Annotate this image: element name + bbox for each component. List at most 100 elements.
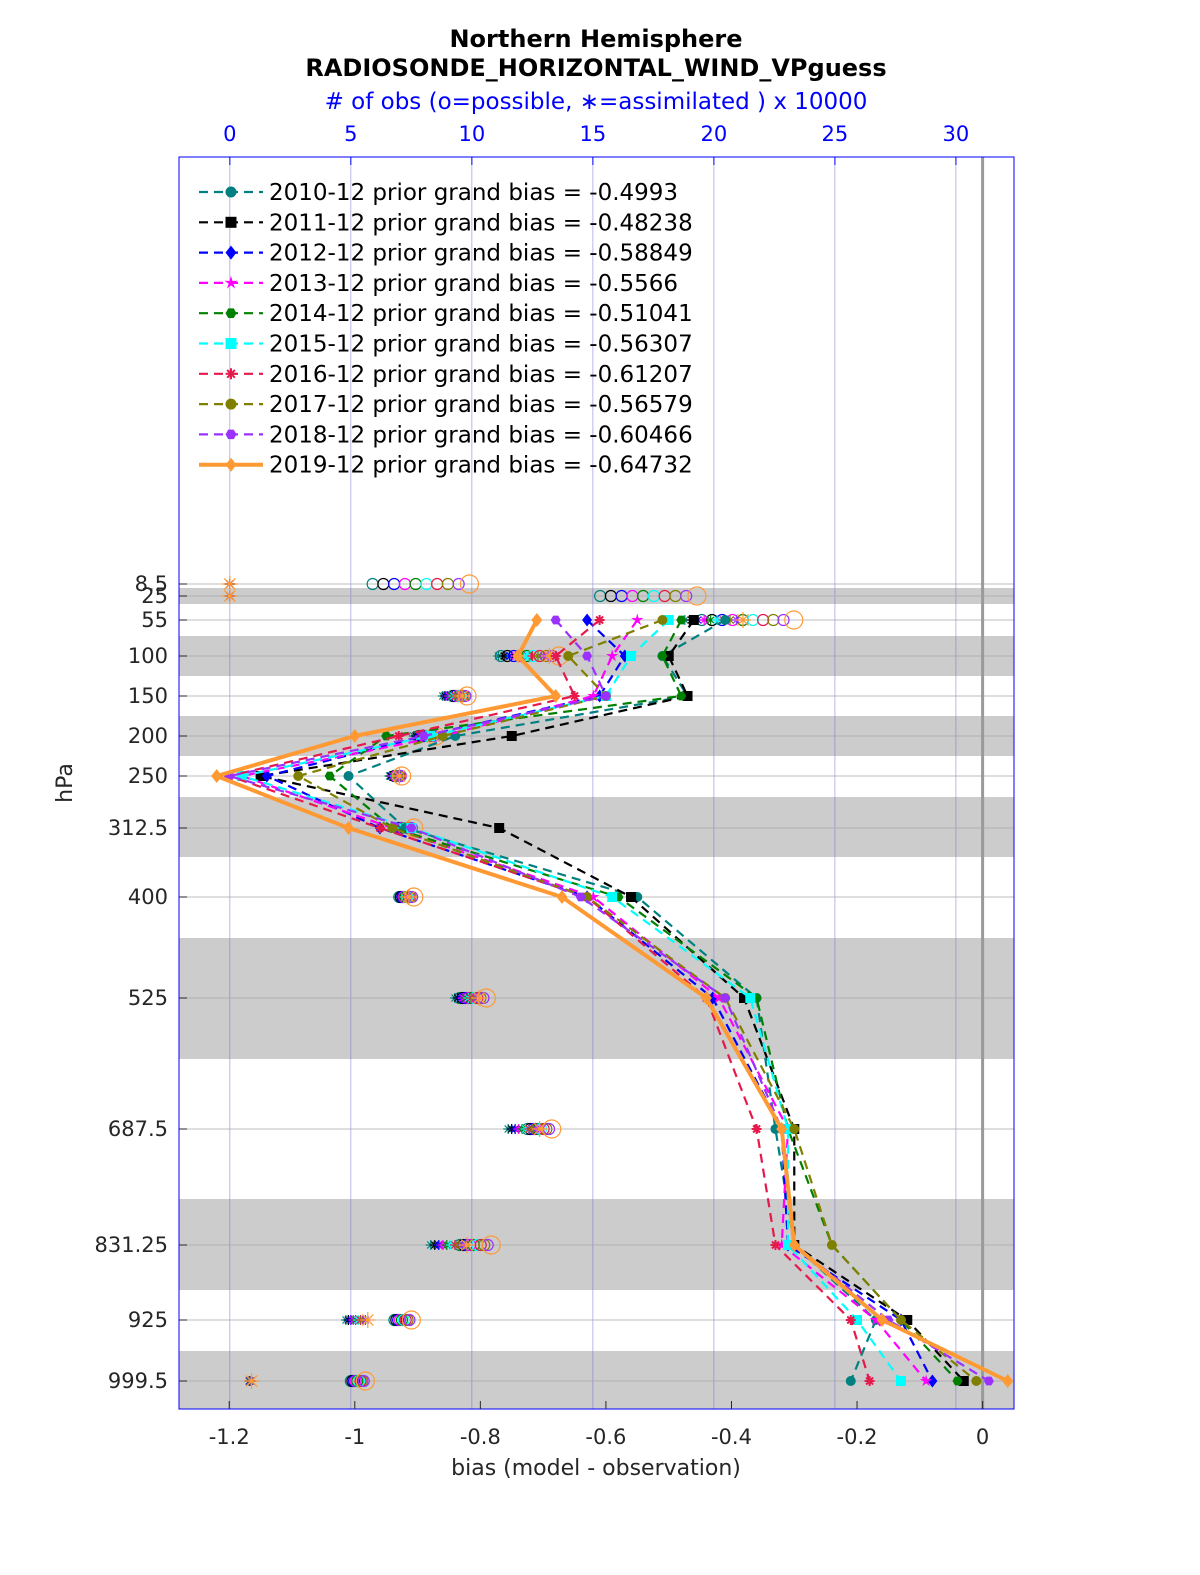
assimilated-obs-marker [533,651,544,661]
bias-point [720,615,731,625]
possible-obs-marker [777,613,790,627]
y-tick-label: 400 [128,885,168,909]
bias-point [550,615,561,625]
y-tick-label: 200 [128,724,168,748]
x-tick-label: 0 [976,1425,989,1449]
bias-point [261,769,272,783]
legend-entry: 2011-12 prior grand bias = -0.48238 [199,210,693,236]
bias-point [575,892,586,902]
bias-point [676,615,687,625]
y-tick-label: 8.5 [135,572,168,596]
possible-obs-marker [474,1238,487,1252]
bias-point [688,615,699,625]
legend-entry: 2017-12 prior grand bias = -0.56579 [199,392,693,418]
bias-series-line [225,619,871,1382]
y-tick-label: 100 [128,644,168,668]
bias-point [657,615,668,625]
possible-obs-marker [481,1235,501,1255]
bias-point [393,731,404,741]
axis-ticks: -1.2 -1 -0.8 -0.6 -0.4 -0.2 00 5 10 15 20 25 308.525… [95,122,990,1449]
possible-obs-marker [687,586,707,606]
legend-entry: 2018-12 prior grand bias = -0.60466 [199,422,693,448]
assimilated-obs-marker [243,1373,260,1389]
bias-point [587,689,600,702]
y-tick-label: 925 [128,1308,168,1332]
bias-point [631,613,644,626]
legend-label: 2015-12 prior grand bias = -0.56307 [269,332,693,358]
obs-count-markers [221,574,804,1391]
legend-entry: 2015-12 prior grand bias = -0.56307 [199,332,693,358]
assimilated-obs-marker [391,768,408,784]
bias-point [626,892,637,902]
x-tick-label: -1 [344,1425,365,1449]
bias-point [582,651,593,661]
legend-entry: 2014-12 prior grand bias = -0.51041 [199,301,693,327]
bias-point [700,991,712,1005]
legend-label: 2016-12 prior grand bias = -0.61207 [269,362,693,388]
assimilated-obs-marker [493,651,504,661]
x-axis-label: bias (model - observation) [451,1456,741,1481]
bias-point [349,729,361,743]
y-axis-label: hPa [53,763,78,803]
bias-point [418,731,429,741]
legend-label: 2018-12 prior grand bias = -0.60466 [269,422,693,448]
x-tick-label: -1.2 [209,1425,250,1449]
bias-series-group [210,613,1014,1388]
assimilated-obs-marker [527,651,538,661]
bias-point [869,1313,883,1326]
bias-point [343,821,355,835]
assimilated-obs-marker [712,615,723,625]
bias-point [293,771,304,781]
possible-obs-marker [756,613,770,627]
legend-entry: 2013-12 prior grand bias = -0.5566 [199,271,678,297]
bias-point [775,1238,788,1251]
legend-marker [225,457,237,472]
top-tick-label: 5 [344,122,357,146]
legend-marker [225,398,237,410]
assimilated-obs-marker [499,651,510,661]
bias-point [506,731,517,741]
bias-point [324,771,335,781]
bias-point [663,615,674,625]
chart-title: Northern Hemisphere [449,25,742,53]
y-tick-label: 312.5 [108,816,168,840]
plot-frame [178,156,1015,1410]
bias-series-line [237,619,902,1382]
bias-point [550,651,561,661]
y-tick-label: 250 [128,764,168,788]
bias-point [425,731,436,741]
y-tick-label: 25 [141,584,168,608]
legend-label: 2012-12 prior grand bias = -0.58849 [269,241,693,267]
bias-point [952,1376,963,1386]
bias-series [210,613,1014,1388]
bias-point [663,651,674,661]
bias-point [594,615,605,625]
top-axis-label: # of obs (o=possible, ∗=assimilated ) x … [325,89,868,115]
bias-point [927,1374,938,1388]
bias-series-line [260,619,965,1382]
x-tick-label: -0.2 [837,1425,878,1449]
bias-point [770,1124,781,1134]
bias-series-line [237,619,927,1382]
bias-point [387,823,398,833]
bias-point [745,993,756,1003]
assimilated-obs-marker [541,648,558,664]
assimilated-obs-marker [471,990,488,1006]
legend-label: 2019-12 prior grand bias = -0.64732 [269,453,693,479]
level-band [179,938,1014,1059]
legend-marker [225,308,237,318]
bias-point [682,691,693,701]
level-band [179,797,1014,857]
bias-point [606,649,619,662]
legend-marker [225,429,237,440]
possible-obs-marker [784,610,804,630]
legend: 2010-12 prior grand bias = -0.4993 2011-1… [199,180,693,479]
possible-obs-marker [401,1310,421,1330]
bias-point [255,771,266,781]
bias-point [739,993,750,1003]
bias-point [343,771,354,781]
bias-point [374,823,385,833]
bias-point [406,823,417,833]
assimilated-obs-marker [734,612,751,628]
